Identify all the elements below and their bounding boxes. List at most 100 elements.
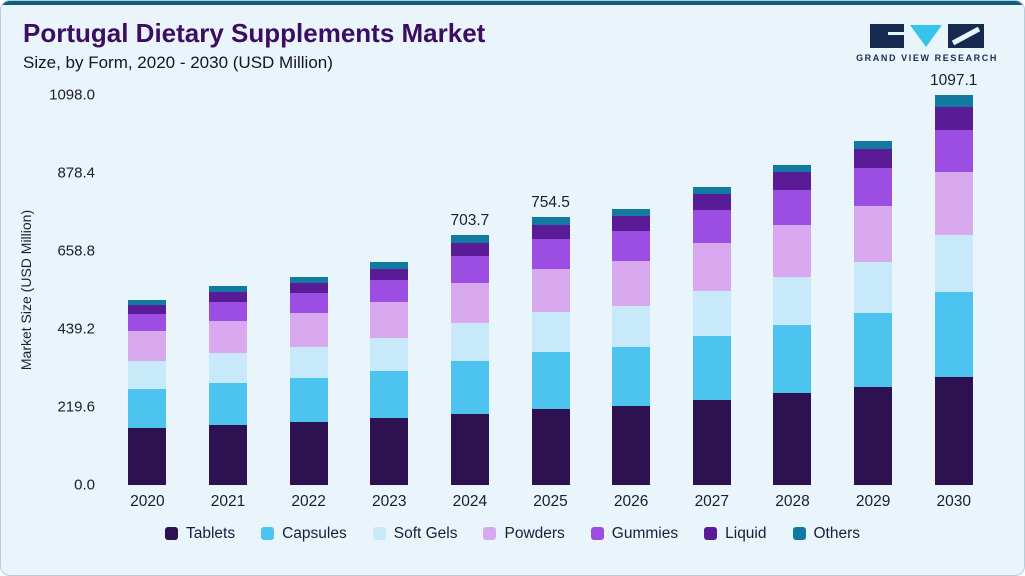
segment-others-2020[interactable] [128,299,167,305]
segment-gummies-2027[interactable] [692,210,731,244]
segment-powders-2028[interactable] [773,225,812,277]
segment-capsules-2030[interactable] [934,292,973,377]
stacked-bar-2022[interactable] [289,277,328,485]
segment-soft-gels-2028[interactable] [773,276,812,325]
segment-soft-gels-2022[interactable] [289,346,328,378]
segment-soft-gels-2020[interactable] [128,361,167,389]
segment-powders-2027[interactable] [692,243,731,291]
stacked-bar-2025[interactable] [531,216,570,485]
segment-others-2022[interactable] [289,277,328,283]
segment-capsules-2021[interactable] [208,382,247,425]
segment-soft-gels-2026[interactable] [612,305,651,348]
segment-gummies-2024[interactable] [450,256,489,283]
segment-powders-2030[interactable] [934,171,973,235]
segment-powders-2021[interactable] [208,320,247,353]
stacked-bar-2021[interactable] [208,286,247,485]
segment-tablets-2027[interactable] [692,399,731,485]
segment-others-2027[interactable] [692,186,731,195]
segment-others-2030[interactable] [934,95,973,108]
stacked-bar-2024[interactable] [450,235,489,485]
segment-others-2021[interactable] [208,286,247,292]
segment-tablets-2024[interactable] [450,413,489,485]
legend-item-tablets[interactable]: Tablets [164,525,235,543]
segment-capsules-2026[interactable] [612,347,651,407]
segment-tablets-2028[interactable] [773,393,812,485]
segment-tablets-2030[interactable] [934,376,973,485]
segment-soft-gels-2021[interactable] [208,352,247,383]
segment-capsules-2020[interactable] [128,389,167,429]
segment-soft-gels-2024[interactable] [450,322,489,361]
segment-gummies-2021[interactable] [208,301,247,321]
legend-item-liquid[interactable]: Liquid [704,525,767,543]
bar-slot-2024: 703.7 [430,95,511,485]
title-block: Portugal Dietary Supplements Market Size… [23,18,485,73]
segment-liquid-2028[interactable] [773,172,812,191]
segment-others-2024[interactable] [450,235,489,243]
segment-powders-2029[interactable] [854,206,893,262]
segment-others-2029[interactable] [854,141,893,150]
segment-powders-2020[interactable] [128,331,167,362]
legend-item-powders[interactable]: Powders [483,525,565,543]
segment-gummies-2025[interactable] [531,239,570,269]
segment-powders-2023[interactable] [370,301,409,338]
legend-item-capsules[interactable]: Capsules [261,525,347,543]
segment-capsules-2022[interactable] [289,378,328,423]
legend-swatch-soft-gels [372,527,386,541]
stacked-bar-2027[interactable] [692,186,731,485]
segment-tablets-2025[interactable] [531,408,570,485]
segment-gummies-2030[interactable] [934,130,973,172]
segment-soft-gels-2030[interactable] [934,234,973,293]
segment-capsules-2028[interactable] [773,324,812,394]
stacked-bar-2023[interactable] [370,262,409,485]
segment-powders-2025[interactable] [531,268,570,312]
segment-liquid-2021[interactable] [208,291,247,302]
legend-swatch-gummies [590,527,604,541]
stacked-bar-2028[interactable] [773,164,812,485]
segment-powders-2022[interactable] [289,313,328,347]
segment-capsules-2027[interactable] [692,335,731,400]
segment-liquid-2022[interactable] [289,282,328,294]
segment-gummies-2022[interactable] [289,293,328,314]
legend-item-gummies[interactable]: Gummies [590,525,678,543]
stacked-bar-2020[interactable] [128,299,167,485]
segment-others-2025[interactable] [531,216,570,225]
stacked-bar-2026[interactable] [612,208,651,485]
segment-gummies-2026[interactable] [612,230,651,262]
segment-liquid-2024[interactable] [450,242,489,257]
segment-liquid-2026[interactable] [612,216,651,231]
segment-capsules-2025[interactable] [531,351,570,409]
segment-tablets-2020[interactable] [128,428,167,485]
segment-soft-gels-2023[interactable] [370,337,409,371]
segment-powders-2026[interactable] [612,261,651,306]
segment-tablets-2029[interactable] [854,387,893,485]
segment-liquid-2027[interactable] [692,194,731,211]
segment-soft-gels-2025[interactable] [531,311,570,352]
bar-slot-2030: 1097.1 [913,72,994,485]
segment-tablets-2026[interactable] [612,406,651,485]
segment-others-2028[interactable] [773,164,812,173]
segment-liquid-2023[interactable] [370,268,409,280]
segment-liquid-2030[interactable] [934,107,973,131]
segment-gummies-2028[interactable] [773,190,812,226]
segment-capsules-2023[interactable] [370,370,409,419]
segment-liquid-2020[interactable] [128,304,167,314]
segment-gummies-2029[interactable] [854,168,893,207]
segment-liquid-2029[interactable] [854,149,893,169]
stacked-bar-2029[interactable] [854,141,893,485]
segment-soft-gels-2027[interactable] [692,290,731,336]
segment-tablets-2023[interactable] [370,418,409,485]
segment-soft-gels-2029[interactable] [854,261,893,314]
segment-gummies-2020[interactable] [128,313,167,332]
legend-item-soft-gels[interactable]: Soft Gels [372,525,457,543]
segment-liquid-2025[interactable] [531,224,570,240]
segment-others-2026[interactable] [612,208,651,217]
segment-capsules-2024[interactable] [450,360,489,414]
segment-others-2023[interactable] [370,262,409,269]
segment-capsules-2029[interactable] [854,313,893,388]
segment-tablets-2022[interactable] [289,422,328,485]
segment-gummies-2023[interactable] [370,280,409,302]
segment-powders-2024[interactable] [450,282,489,323]
legend-item-others[interactable]: Others [792,525,860,543]
segment-tablets-2021[interactable] [208,424,247,485]
stacked-bar-2030[interactable] [934,95,973,485]
